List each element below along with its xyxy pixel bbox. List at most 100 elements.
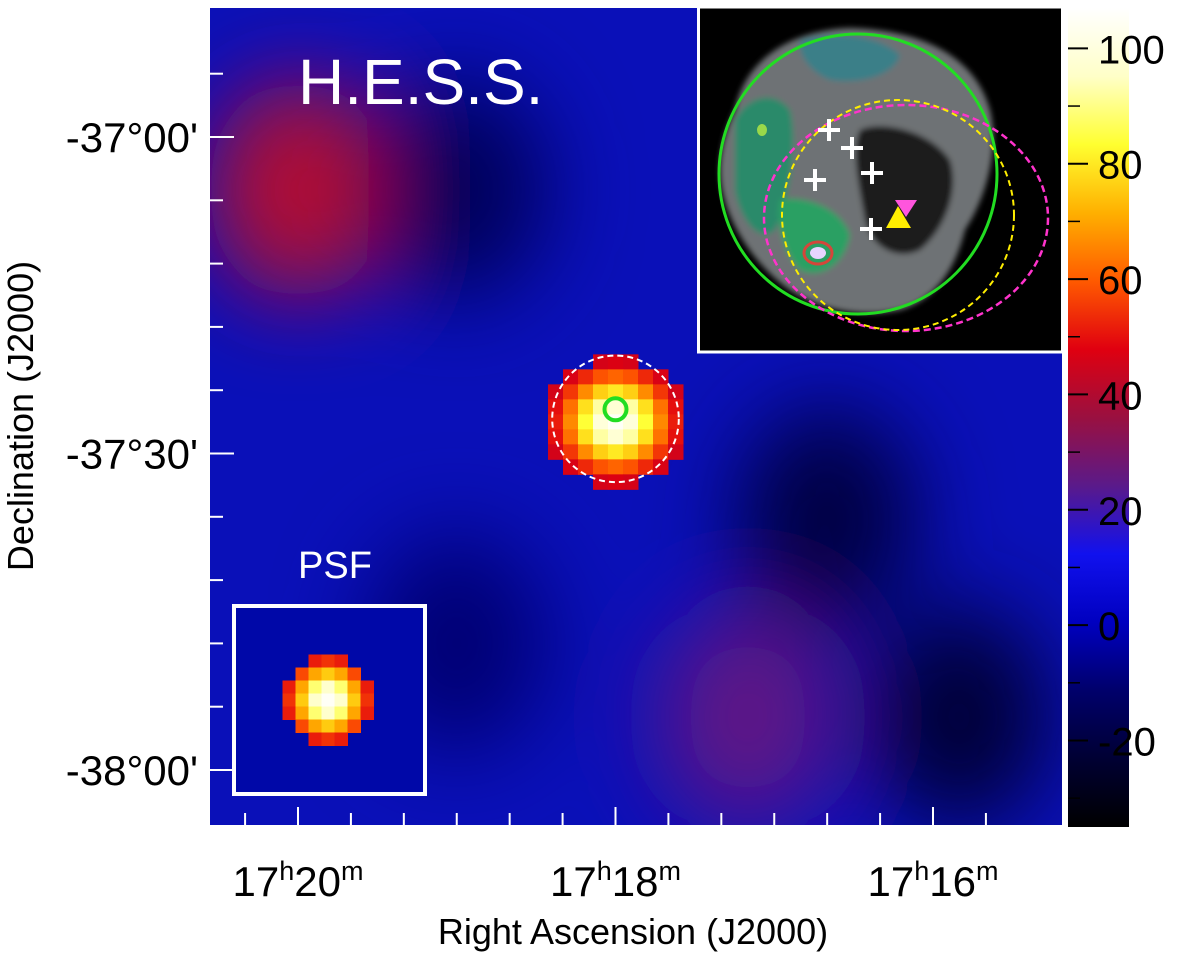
source-pixel xyxy=(578,429,594,445)
y-axis-label: Declination (J2000) xyxy=(0,261,41,571)
psf-pixel xyxy=(321,706,335,720)
source-pixel xyxy=(578,459,594,475)
psf-pixel xyxy=(347,719,361,733)
inset-emission-east xyxy=(735,97,794,235)
psf-pixel xyxy=(321,719,335,733)
psf-pixel xyxy=(321,680,335,694)
colorbar-tick-label: 100 xyxy=(1098,28,1165,72)
y-tick-label: -38°00' xyxy=(66,747,198,794)
psf-pixel xyxy=(295,706,309,720)
source-pixel xyxy=(653,384,669,400)
inset-snr-emission xyxy=(720,28,994,314)
psf-pixel xyxy=(347,693,361,707)
psf-pixel xyxy=(308,680,322,694)
source-pixel xyxy=(548,444,564,460)
source-pixel xyxy=(593,384,609,400)
source-pixel xyxy=(548,429,564,445)
inset-cross-marker xyxy=(818,119,840,141)
x-tick-label: 17h20m xyxy=(233,856,364,905)
source-pixel xyxy=(668,414,684,430)
x-minor-ticks xyxy=(244,807,987,825)
source-pixel xyxy=(578,444,594,460)
source-pixel xyxy=(578,384,594,400)
source-pixel xyxy=(623,354,639,370)
inset-magenta-triangle-marker xyxy=(895,200,917,217)
y-tick-labels: -37°00' -37°30' -38°00' xyxy=(66,114,198,794)
inset-knot xyxy=(757,124,767,136)
telescope-label: H.E.S.S. xyxy=(298,46,543,118)
inset-yellow-dashed-circle xyxy=(781,99,1015,331)
source-pixel xyxy=(608,429,624,445)
source-pixel xyxy=(608,369,624,385)
source-pixel xyxy=(653,459,669,475)
source-pixel xyxy=(593,474,609,490)
psf-pixel xyxy=(321,732,335,746)
y-tick-label: -37°30' xyxy=(66,431,198,478)
source-pixel xyxy=(608,459,624,475)
source-pixel xyxy=(623,444,639,460)
colorbar-separator xyxy=(1062,8,1068,827)
psf-pixel xyxy=(360,680,374,694)
psf-pixel xyxy=(282,680,296,694)
colorbar xyxy=(1068,8,1129,827)
psf-inset xyxy=(232,604,427,796)
source-pixel xyxy=(608,399,624,415)
psf-pixel xyxy=(295,693,309,707)
inset-hotspot-ring xyxy=(802,240,834,266)
background-blob-0 xyxy=(210,79,388,300)
source-pixel xyxy=(608,354,624,370)
psf-pixel xyxy=(334,654,348,668)
extraction-region-dashed-circle xyxy=(551,354,680,484)
psf-label: PSF xyxy=(298,545,372,587)
psf-pixel xyxy=(334,667,348,681)
source-pixel xyxy=(578,369,594,385)
source-pixel xyxy=(578,414,594,430)
source-pixel xyxy=(623,369,639,385)
colorbar-tick-label: 60 xyxy=(1098,259,1143,303)
psf-pixel xyxy=(321,654,335,668)
x-axis-label: Right Ascension (J2000) xyxy=(438,911,828,952)
psf-pixel xyxy=(308,719,322,733)
source-pixel xyxy=(623,384,639,400)
source-pixel xyxy=(653,369,669,385)
source-pixel xyxy=(638,429,654,445)
source-pixel xyxy=(653,444,669,460)
background-blob-3 xyxy=(737,406,918,627)
psf-pixel xyxy=(347,667,361,681)
source-pixel xyxy=(548,414,564,430)
source-pixel xyxy=(578,399,594,415)
colorbar-ticks: 100 80 60 40 20 0 -20 xyxy=(1068,28,1165,799)
psf-pixel xyxy=(334,706,348,720)
source-pixel xyxy=(563,444,579,460)
colorbar-tick-label: 20 xyxy=(1098,490,1143,534)
source-pixel xyxy=(653,399,669,415)
background-blob-1 xyxy=(366,79,547,300)
inset-cross-marker xyxy=(860,218,882,240)
psf-pixel xyxy=(347,706,361,720)
psf-pixel xyxy=(334,719,348,733)
y-tick-label: -37°00' xyxy=(66,114,198,161)
x-tick-label: 17h16m xyxy=(868,856,999,905)
psf-pixel xyxy=(308,732,322,746)
psf-pixel xyxy=(334,693,348,707)
colorbar-tick-label: -20 xyxy=(1098,720,1156,764)
source-pixel xyxy=(563,459,579,475)
psf-pixel xyxy=(321,693,335,707)
inset-cross-marker xyxy=(841,137,863,159)
source-pixel xyxy=(563,429,579,445)
source-pixel xyxy=(668,399,684,415)
inset-hotspot xyxy=(810,247,826,259)
inset-green-circle xyxy=(717,32,999,316)
psf-pixel xyxy=(308,706,322,720)
x-tick-labels: 17h20m 17h18m 17h16m xyxy=(233,856,999,905)
psf-frame xyxy=(232,604,427,796)
inset-emission-north xyxy=(799,35,900,82)
background-blob-4 xyxy=(869,607,1050,825)
source-pixel xyxy=(563,384,579,400)
inset-snr-cavity xyxy=(855,126,954,254)
colorbar-tick-label: 80 xyxy=(1098,144,1143,188)
source-pixel xyxy=(638,414,654,430)
inset-cross-marker xyxy=(804,169,826,191)
source-pixel xyxy=(608,384,624,400)
source-pixel xyxy=(653,414,669,430)
